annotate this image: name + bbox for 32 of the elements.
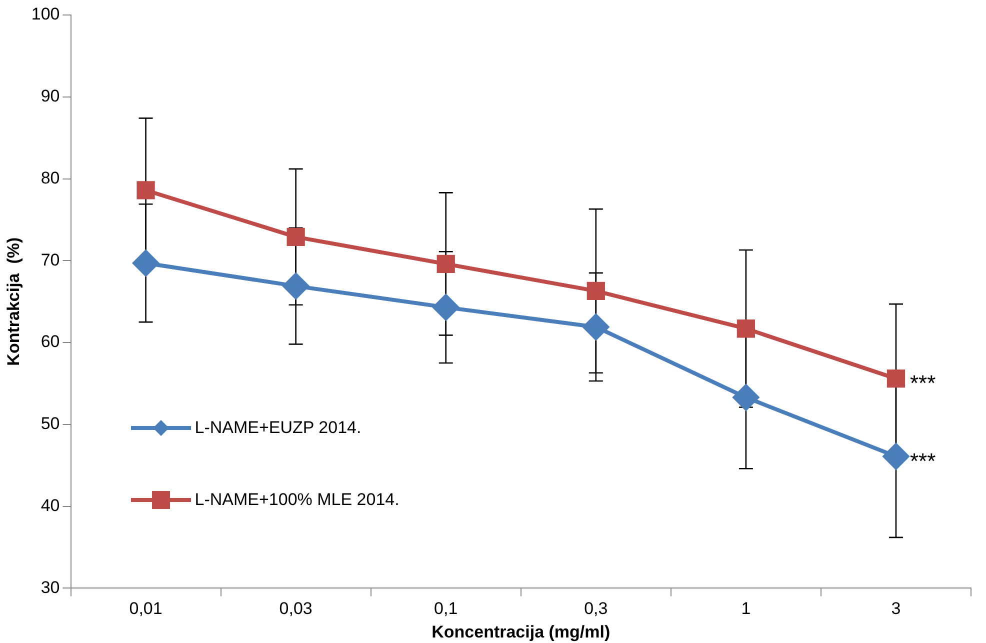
legend-label: L-NAME+100% MLE 2014. <box>194 490 400 510</box>
point <box>882 443 909 470</box>
y-axis-title: Kontrakcija (%) <box>4 237 23 366</box>
x-tick-label: 0,1 <box>434 599 458 618</box>
y-tick-label: 40 <box>40 496 60 515</box>
y-tick-label: 30 <box>40 578 60 597</box>
x-axis-title: Koncentracija (mg/ml) <box>432 622 610 642</box>
y-tick-label: 100 <box>31 4 60 24</box>
point <box>286 228 305 246</box>
point <box>436 254 455 274</box>
x-tick-label: 3 <box>891 599 901 618</box>
point <box>132 250 159 276</box>
point <box>886 370 906 388</box>
y-tick-label: 80 <box>40 168 60 188</box>
y-tick-label: 90 <box>40 86 60 106</box>
annotation: *** <box>910 370 936 396</box>
point <box>586 282 605 300</box>
x-tick-label: 0,03 <box>279 599 312 618</box>
y-tick-label: 60 <box>40 332 60 352</box>
point <box>432 294 459 320</box>
point <box>282 273 309 300</box>
x-tick-label: 0,3 <box>584 599 608 618</box>
x-tick-label: 1 <box>741 599 751 618</box>
point <box>736 320 756 338</box>
legend-label: L-NAME+EUZP 2014. <box>194 418 362 438</box>
x-tick-label: 0,01 <box>129 599 162 618</box>
y-tick-label: 50 <box>40 414 60 434</box>
point <box>582 314 609 340</box>
point <box>136 181 155 200</box>
y-tick-label: 70 <box>40 250 60 270</box>
annotation: *** <box>910 448 936 474</box>
point <box>732 384 759 410</box>
